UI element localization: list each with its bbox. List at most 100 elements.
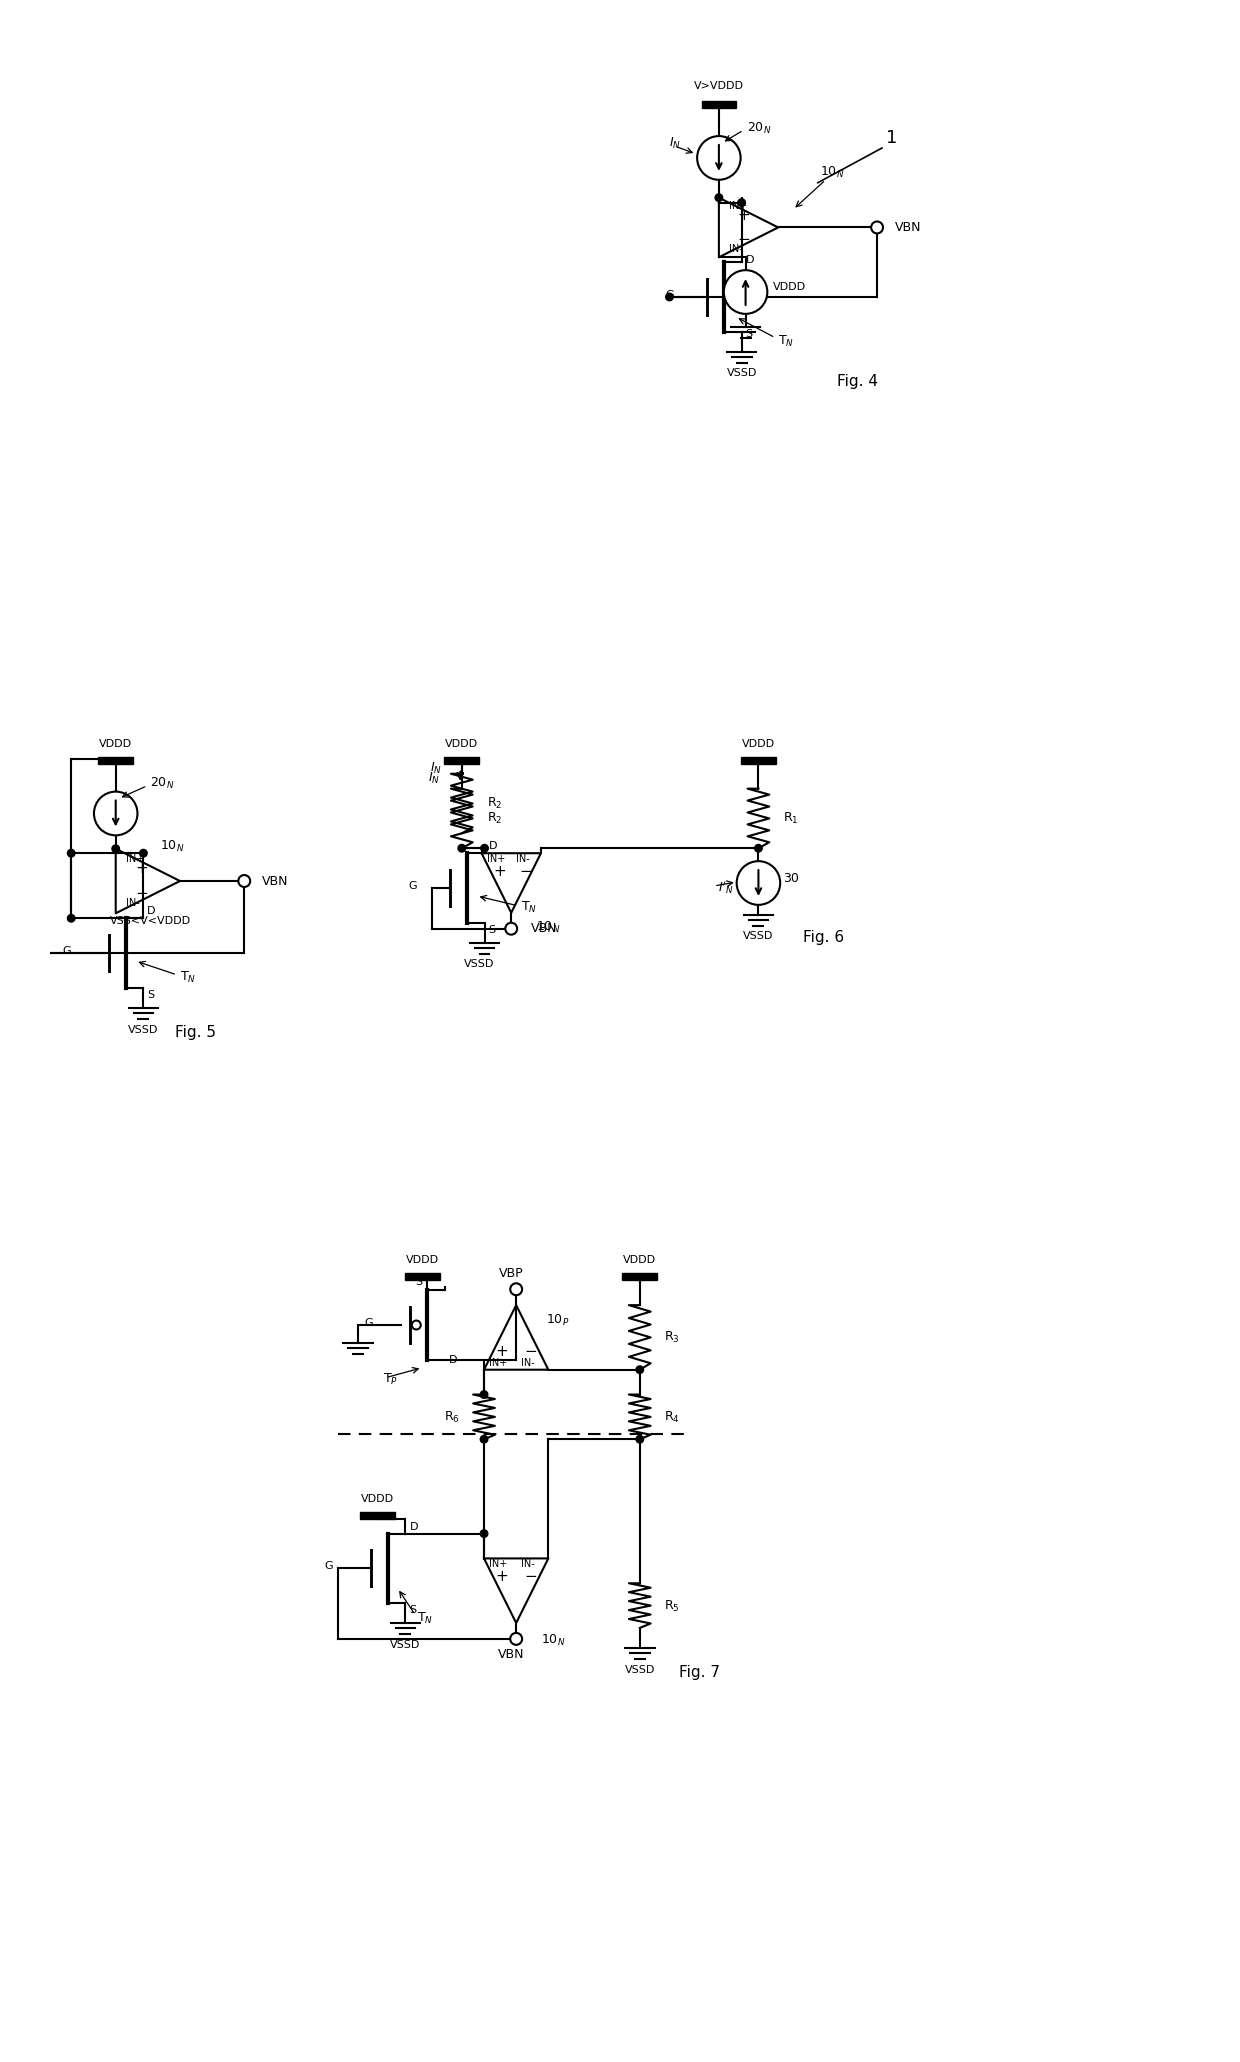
Text: +: +	[738, 208, 750, 223]
Circle shape	[67, 850, 74, 858]
Circle shape	[458, 845, 465, 852]
Text: VBP: VBP	[498, 1266, 523, 1281]
Circle shape	[636, 1435, 644, 1443]
Text: R$_2$: R$_2$	[486, 796, 502, 810]
Text: −: −	[135, 887, 148, 901]
Circle shape	[94, 792, 138, 835]
Text: VDDD: VDDD	[624, 1256, 656, 1266]
Text: G: G	[365, 1318, 373, 1328]
Text: IN-: IN-	[521, 1559, 534, 1569]
Text: G: G	[62, 946, 71, 957]
Text: $I_N$: $I_N$	[430, 761, 441, 775]
Text: $I'_N$: $I'_N$	[718, 880, 734, 897]
Text: 10$_N$: 10$_N$	[160, 839, 185, 854]
Text: S: S	[409, 1604, 417, 1615]
Text: D: D	[745, 256, 754, 266]
Text: VDDD: VDDD	[742, 738, 775, 749]
Text: VDDD: VDDD	[405, 1256, 439, 1266]
Text: IN-: IN-	[521, 1357, 534, 1367]
Circle shape	[666, 293, 673, 301]
Circle shape	[480, 1390, 487, 1398]
Circle shape	[112, 845, 119, 852]
Text: 10$_N$: 10$_N$	[541, 1633, 565, 1648]
Circle shape	[412, 1320, 420, 1330]
Text: IN+: IN+	[489, 1357, 507, 1367]
Text: IN+: IN+	[489, 1559, 507, 1569]
Circle shape	[697, 136, 740, 179]
Text: Fig. 7: Fig. 7	[680, 1666, 720, 1681]
Text: 20$_N$: 20$_N$	[746, 120, 771, 136]
Circle shape	[510, 1283, 522, 1295]
Text: V>VDDD: V>VDDD	[694, 80, 744, 91]
Text: S: S	[148, 990, 155, 1000]
Bar	[98, 757, 133, 763]
Text: T$_N$: T$_N$	[180, 971, 196, 986]
Text: VSSD: VSSD	[391, 1639, 420, 1650]
Text: 10$_N$: 10$_N$	[536, 920, 560, 936]
Text: VSSD: VSSD	[625, 1664, 655, 1674]
Text: G: G	[666, 291, 675, 299]
Text: S: S	[415, 1276, 423, 1287]
Circle shape	[715, 194, 723, 202]
Text: VDDD: VDDD	[774, 282, 806, 293]
Text: −: −	[738, 231, 750, 247]
Circle shape	[636, 1365, 644, 1373]
Text: VDDD: VDDD	[445, 738, 479, 749]
Text: 30: 30	[784, 872, 799, 885]
Text: VSSD: VSSD	[743, 930, 774, 940]
Bar	[742, 757, 776, 763]
Text: 20$_N$: 20$_N$	[150, 775, 175, 792]
Circle shape	[480, 1435, 487, 1443]
Text: $I_N$: $I_N$	[428, 771, 440, 786]
Circle shape	[510, 1633, 522, 1645]
Circle shape	[480, 1530, 487, 1538]
Text: D: D	[148, 907, 156, 916]
Text: 1: 1	[887, 130, 898, 146]
Circle shape	[238, 874, 250, 887]
Text: Fig. 5: Fig. 5	[175, 1025, 216, 1039]
Text: Fig. 6: Fig. 6	[804, 930, 844, 944]
Text: VDDD: VDDD	[99, 738, 133, 749]
Bar	[405, 1274, 439, 1281]
Text: T$_N$: T$_N$	[418, 1610, 433, 1625]
Circle shape	[738, 198, 745, 206]
Text: −: −	[525, 1344, 537, 1359]
Text: R$_5$: R$_5$	[665, 1598, 680, 1615]
Circle shape	[724, 270, 768, 313]
Text: T$_P$: T$_P$	[383, 1371, 398, 1388]
Text: G: G	[409, 880, 418, 891]
Text: R$_1$: R$_1$	[784, 810, 799, 827]
Text: T$_N$: T$_N$	[521, 901, 537, 916]
Text: +: +	[135, 860, 148, 876]
Text: VBN: VBN	[498, 1648, 525, 1662]
Text: VSSD: VSSD	[727, 369, 756, 379]
Text: R$_4$: R$_4$	[665, 1410, 681, 1425]
Text: IN+: IN+	[125, 854, 144, 864]
Text: +: +	[494, 864, 506, 878]
Text: IN-: IN-	[729, 243, 743, 254]
Circle shape	[481, 845, 489, 852]
Text: VBN: VBN	[262, 874, 289, 887]
Circle shape	[872, 221, 883, 233]
Text: IN-: IN-	[125, 897, 139, 907]
Text: T$_N$: T$_N$	[779, 334, 795, 348]
Text: +: +	[496, 1569, 508, 1584]
Text: R$_2$: R$_2$	[486, 810, 502, 827]
Text: D: D	[409, 1522, 418, 1532]
Circle shape	[755, 845, 763, 852]
Text: G: G	[325, 1561, 334, 1571]
Text: VDDD: VDDD	[361, 1493, 394, 1503]
Text: R$_3$: R$_3$	[665, 1330, 681, 1346]
Text: VBN: VBN	[895, 221, 921, 233]
Text: IN+: IN+	[729, 200, 746, 210]
Text: 10$_N$: 10$_N$	[821, 165, 844, 179]
Bar	[444, 757, 479, 763]
Text: VBN: VBN	[531, 922, 558, 936]
Text: D: D	[449, 1355, 458, 1365]
Text: $I_N$: $I_N$	[670, 136, 681, 151]
Circle shape	[67, 913, 74, 922]
Bar	[702, 101, 737, 109]
Text: R$_6$: R$_6$	[444, 1410, 459, 1425]
Text: −: −	[525, 1569, 537, 1584]
Text: VSS<V<VDDD: VSS<V<VDDD	[110, 916, 191, 926]
